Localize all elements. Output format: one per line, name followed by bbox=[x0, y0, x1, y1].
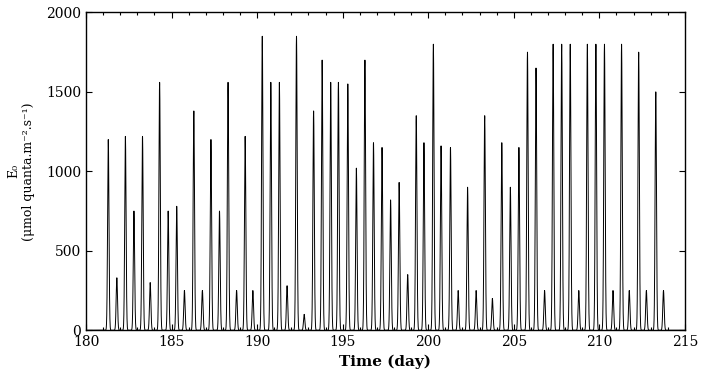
Y-axis label: E₀
(μmol quanta.m⁻².s⁻¹): E₀ (μmol quanta.m⁻².s⁻¹) bbox=[7, 102, 35, 241]
X-axis label: Time (day): Time (day) bbox=[339, 355, 431, 369]
